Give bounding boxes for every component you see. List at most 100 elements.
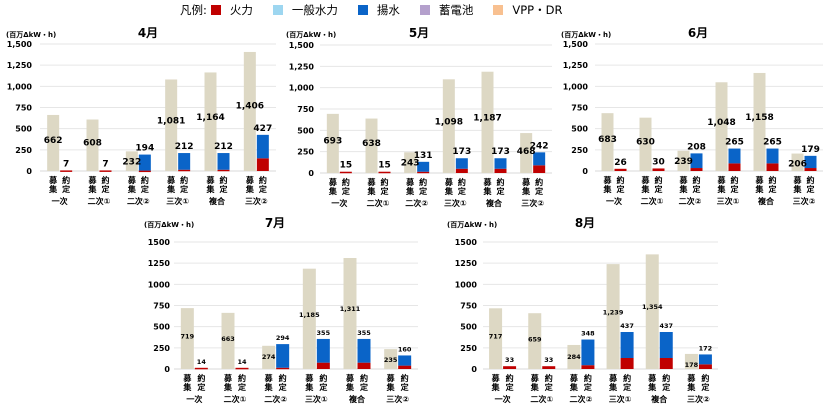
bar-contract-thermal (316, 362, 330, 369)
x-bar-label-recruit: 募 (264, 373, 274, 383)
data-label-contract: 160 (398, 345, 412, 353)
y-tick-label: 1,250 (563, 61, 589, 70)
x-bar-label-contract: 定 (258, 184, 267, 194)
chart-title: 8月 (575, 216, 595, 230)
data-label-recruit: 683 (598, 135, 617, 145)
chart-title: 5月 (409, 26, 429, 40)
y-tick-label: 500 (571, 125, 588, 134)
bar-recruit (645, 254, 659, 369)
y-tick-label: 250 (15, 146, 32, 155)
x-bar-label-recruit: 募 (686, 373, 696, 383)
legend-label-thermal: 火力 (229, 3, 253, 17)
x-bar-label-contract: 定 (219, 184, 228, 194)
x-bar-label-recruit: 集 (530, 382, 540, 392)
bar-contract-thermal (276, 367, 290, 370)
x-bar-label-recruit: 集 (304, 382, 314, 392)
x-bar-label-recruit: 集 (491, 382, 501, 392)
bar-contract-thermal (235, 367, 249, 370)
bar-contract-thermal (60, 170, 73, 172)
x-bar-label-contract: 定 (544, 382, 553, 392)
data-label-contract: 427 (253, 124, 272, 134)
x-bar-label-contract: 約 (769, 175, 777, 185)
bar-contract-pumped-hydro (533, 152, 546, 166)
y-tick-label: 250 (297, 148, 314, 157)
x-category-label: 二次① (88, 196, 111, 206)
y-tick-label: 1000 (455, 280, 478, 289)
x-bar-label-recruit: 集 (521, 186, 531, 196)
x-bar-label-recruit: 募 (641, 175, 651, 185)
bar-contract-thermal (728, 163, 741, 171)
x-category-label: 複合 (348, 394, 366, 404)
data-label-contract: 355 (317, 329, 331, 337)
y-tick-label: 1500 (455, 238, 478, 247)
x-bar-label-recruit: 集 (647, 382, 657, 392)
data-label-contract: 14 (197, 358, 207, 366)
x-bar-label-recruit: 集 (793, 184, 803, 194)
x-bar-label-recruit: 集 (444, 186, 454, 196)
x-bar-label-recruit: 募 (521, 177, 531, 187)
x-category-label: 二次② (127, 196, 150, 206)
x-bar-label-recruit: 集 (686, 382, 696, 392)
x-bar-label-contract: 定 (700, 382, 709, 392)
bar-recruit (639, 117, 652, 171)
bar-recruit (365, 118, 378, 173)
x-category-label: 三次① (717, 196, 740, 206)
x-bar-label-contract: 定 (661, 382, 670, 392)
bar-contract-pumped-hydro (256, 134, 269, 159)
x-category-label: 二次② (264, 394, 287, 404)
bar-recruit (384, 349, 398, 369)
y-tick-label: 1,000 (563, 82, 589, 91)
x-category-label: 二次① (530, 394, 553, 404)
data-label-recruit: 608 (83, 139, 102, 149)
y-tick-label: 500 (460, 323, 477, 332)
bar-contract-pumped-hydro (620, 332, 634, 358)
data-label-contract: 30 (652, 157, 665, 167)
bar-recruit (677, 150, 690, 171)
x-bar-label-recruit: 集 (127, 184, 137, 194)
y-tick-label: 750 (15, 104, 32, 113)
x-category-label: 一次 (186, 394, 202, 404)
bar-contract-pumped-hydro (138, 154, 151, 171)
bar-contract-thermal (542, 366, 556, 369)
bar-contract-pumped-hydro (698, 354, 712, 365)
x-bar-label-recruit: 募 (182, 373, 192, 383)
bar-contract-pumped-hydro (398, 355, 412, 366)
x-bar-label-recruit: 募 (569, 373, 579, 383)
x-category-label: 三次① (166, 196, 189, 206)
legend-label-pumped-hydro: 揚水 (376, 3, 400, 17)
data-label-recruit: 662 (44, 136, 63, 146)
x-bar-label-recruit: 募 (530, 373, 540, 383)
bar-contract-thermal (804, 168, 817, 171)
x-bar-label-recruit: 集 (166, 184, 176, 194)
bar-contract-thermal (533, 165, 546, 173)
data-label-contract: 212 (175, 142, 194, 152)
bar-contract-pumped-hydro (581, 339, 595, 366)
data-label-contract: 179 (801, 145, 820, 155)
bar-contract-pumped-hydro (316, 338, 330, 363)
bar-contract-thermal (698, 364, 712, 369)
x-bar-label-contract: 定 (534, 186, 543, 196)
x-bar-label-contract: 約 (381, 177, 389, 187)
bar-contract-pumped-hydro (178, 153, 191, 170)
bar-recruit (180, 308, 194, 369)
x-bar-label-recruit: 募 (328, 177, 338, 187)
x-category-label: 複合 (485, 198, 503, 208)
x-bar-label-recruit: 集 (223, 382, 233, 392)
x-bar-label-recruit: 集 (483, 186, 493, 196)
x-bar-label-recruit: 集 (717, 184, 727, 194)
bar-recruit (165, 79, 178, 171)
x-bar-label-contract: 定 (505, 382, 514, 392)
x-bar-label-contract: 約 (279, 373, 287, 383)
x-category-label: 複合 (650, 394, 668, 404)
bar-contract-pumped-hydro (217, 153, 230, 170)
x-category-label: 三次① (609, 394, 632, 404)
legend-item-battery: 蓄電池 (419, 2, 473, 18)
x-bar-label-contract: 定 (179, 184, 188, 194)
x-bar-label-recruit: 募 (491, 373, 501, 383)
data-label-contract: 212 (214, 142, 233, 152)
data-label-contract: 7 (63, 159, 69, 169)
x-bar-label-recruit: 募 (304, 373, 314, 383)
bar-recruit (404, 152, 417, 173)
legend-swatch-thermal (210, 5, 221, 15)
data-label-contract: 194 (135, 144, 154, 154)
